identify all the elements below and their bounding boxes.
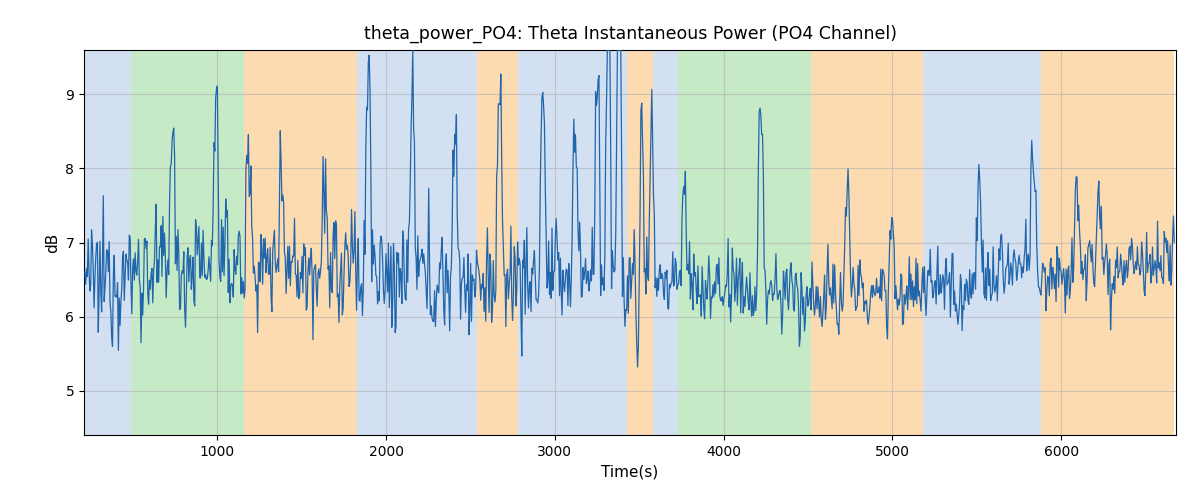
Bar (1021, 50, 1040, 435)
X-axis label: Time(s): Time(s) (601, 464, 659, 479)
Bar (923, 50, 1021, 435)
Bar (653, 50, 678, 435)
Bar (1040, 50, 1175, 435)
Bar (131, 50, 245, 435)
Bar (245, 50, 358, 435)
Bar (811, 50, 923, 435)
Bar (358, 50, 478, 435)
Title: theta_power_PO4: Theta Instantaneous Power (PO4 Channel): theta_power_PO4: Theta Instantaneous Pow… (364, 25, 896, 43)
Bar (478, 50, 517, 435)
Bar (517, 50, 628, 435)
Y-axis label: dB: dB (44, 232, 60, 252)
Bar (678, 50, 811, 435)
Bar (85, 50, 131, 435)
Bar (628, 50, 653, 435)
